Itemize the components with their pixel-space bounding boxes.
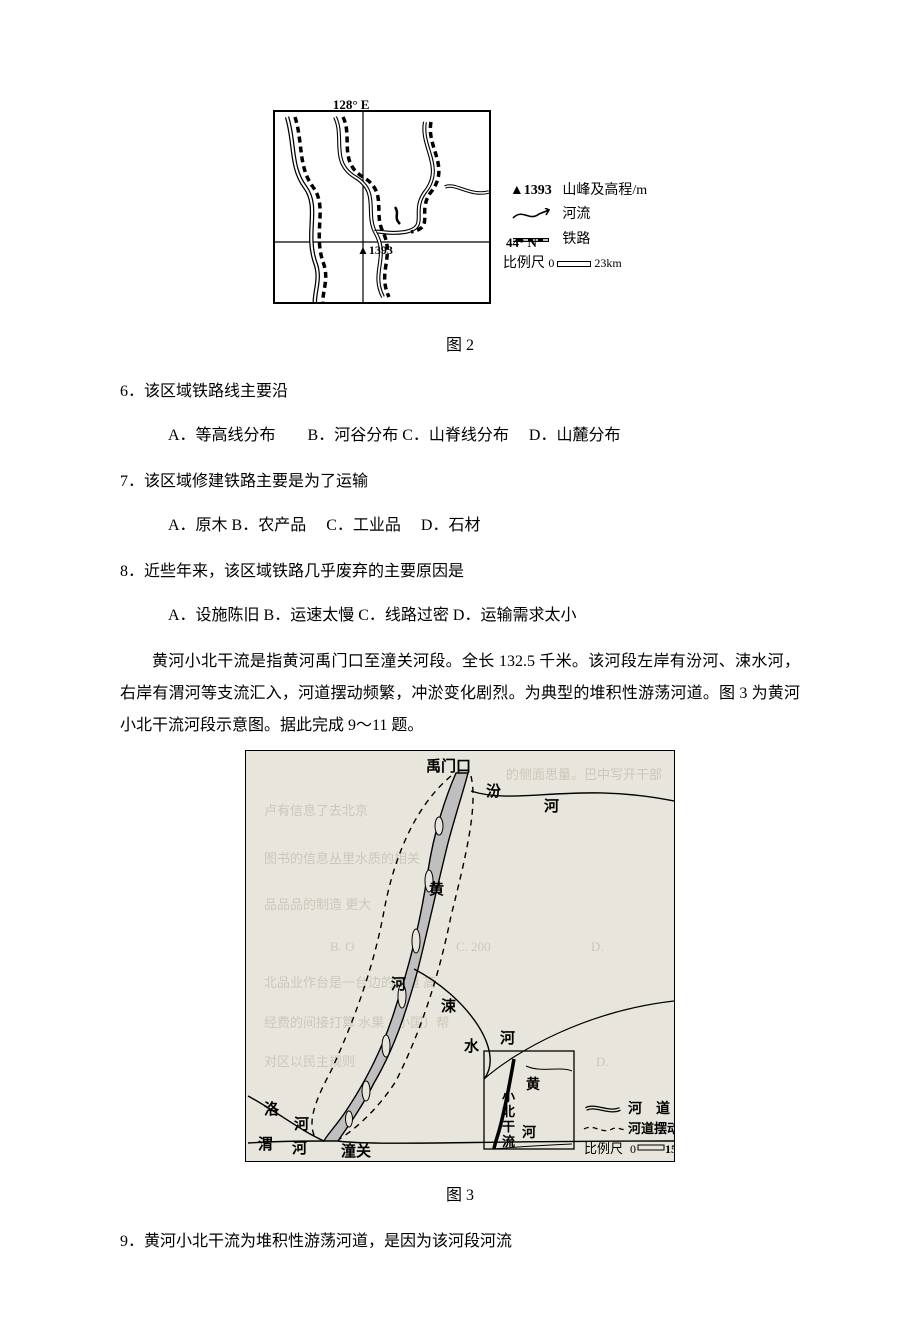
lat-label: 44° N bbox=[506, 230, 537, 256]
label-wei: 渭 bbox=[258, 1136, 273, 1153]
q6-options: A．等高线分布 B．河谷分布 C．山脊线分布 D．山麓分布 bbox=[168, 420, 800, 452]
svg-text:黄: 黄 bbox=[526, 1076, 540, 1093]
label-tongguan: 潼关 bbox=[341, 1142, 371, 1160]
q7-stem: 7．该区域修建铁路主要是为了运输 bbox=[120, 466, 800, 498]
figure-3-map: 的侧面思量。巴中写开干部 卢有信息了去北京 图书的信息丛里水质的相关 品品品的制… bbox=[245, 750, 675, 1162]
legend-river-symbol bbox=[503, 204, 559, 226]
svg-text:河: 河 bbox=[522, 1124, 536, 1141]
svg-text:D.: D. bbox=[591, 939, 604, 954]
svg-text:比例尺: 比例尺 bbox=[584, 1141, 623, 1156]
scale-bar-icon bbox=[557, 261, 591, 267]
legend-scale-zero: 0 bbox=[548, 256, 554, 270]
svg-text:卢有信息了去北京: 卢有信息了去北京 bbox=[264, 803, 368, 818]
q6-stem: 6．该区域铁路线主要沿 bbox=[120, 376, 800, 408]
label-luo: 洛 bbox=[264, 1100, 280, 1118]
legend-river-text: 河流 bbox=[562, 204, 590, 226]
svg-text:B. O: B. O bbox=[330, 939, 355, 954]
figure-2-wrap: 128° E bbox=[120, 110, 800, 314]
label-he-huang: 河 bbox=[391, 975, 406, 993]
label-fen: 汾 bbox=[486, 782, 501, 800]
figure-2-svg: ▲1393 bbox=[275, 112, 489, 302]
svg-text:的侧面思量。巴中写开干部: 的侧面思量。巴中写开干部 bbox=[506, 767, 662, 782]
svg-text:品品品的制造 更大: 品品品的制造 更大 bbox=[264, 897, 371, 912]
svg-text:河 道: 河 道 bbox=[628, 1100, 670, 1117]
legend-scale-prefix: 比例尺 bbox=[503, 256, 545, 271]
q8-stem: 8．近些年来，该区域铁路几乎废弃的主要原因是 bbox=[120, 556, 800, 588]
figure-2-caption: 图 2 bbox=[120, 330, 800, 362]
figure-3-svg: 的侧面思量。巴中写开干部 卢有信息了去北京 图书的信息丛里水质的相关 品品品的制… bbox=[246, 751, 675, 1162]
label-he-luo: 河 bbox=[294, 1115, 309, 1133]
svg-text:经费的间接打算 水果（小国）帮: 经费的间接打算 水果（小国）帮 bbox=[264, 1015, 449, 1030]
svg-text:小: 小 bbox=[502, 1089, 515, 1104]
svg-text:河道摆动范围: 河道摆动范围 bbox=[628, 1121, 675, 1136]
figure-3-wrap: 的侧面思量。巴中写开干部 卢有信息了去北京 图书的信息丛里水质的相关 品品品的制… bbox=[120, 750, 800, 1212]
svg-text:北: 北 bbox=[502, 1104, 515, 1119]
svg-text:干: 干 bbox=[502, 1119, 515, 1134]
passage-2: 黄河小北干流是指黄河禹门口至潼关河段。全长 132.5 千米。该河段左岸有汾河、… bbox=[120, 646, 800, 742]
legend-rail-text: 铁路 bbox=[562, 229, 590, 251]
label-su: 涑 bbox=[441, 997, 457, 1015]
q9-stem: 9．黄河小北干流为堆积性游荡河道，是因为该河段河流 bbox=[120, 1226, 800, 1258]
legend-scale-val: 23km bbox=[594, 256, 621, 270]
label-huang: 黄 bbox=[429, 880, 444, 898]
figure-3-caption: 图 3 bbox=[120, 1180, 800, 1212]
svg-text:▲1393: ▲1393 bbox=[357, 243, 393, 257]
svg-text:15 km: 15 km bbox=[641, 1142, 675, 1156]
figure-2-map: ▲1393 bbox=[273, 110, 491, 304]
svg-text:0: 0 bbox=[630, 1142, 636, 1156]
svg-text:对区以民主规则: 对区以民主规则 bbox=[264, 1054, 355, 1069]
label-yumenkou: 禹门口 bbox=[426, 757, 471, 775]
legend-peak-symbol: ▲1393 bbox=[503, 180, 559, 202]
q8-options: A．设施陈旧 B．运速太慢 C．线路过密 D．运输需求太小 bbox=[168, 600, 800, 632]
svg-text:C. 200: C. 200 bbox=[456, 939, 491, 954]
svg-text:流: 流 bbox=[502, 1134, 515, 1149]
legend-peak-text: 山峰及高程/m bbox=[562, 180, 647, 202]
q7-options: A．原木 B．农产品 C．工业品 D．石材 bbox=[168, 510, 800, 542]
label-he-fen: 河 bbox=[544, 797, 559, 815]
label-he-wei: 河 bbox=[292, 1139, 307, 1157]
label-shui: 水 bbox=[464, 1037, 480, 1055]
label-he-su: 河 bbox=[500, 1029, 515, 1047]
svg-text:D.: D. bbox=[596, 1054, 609, 1069]
